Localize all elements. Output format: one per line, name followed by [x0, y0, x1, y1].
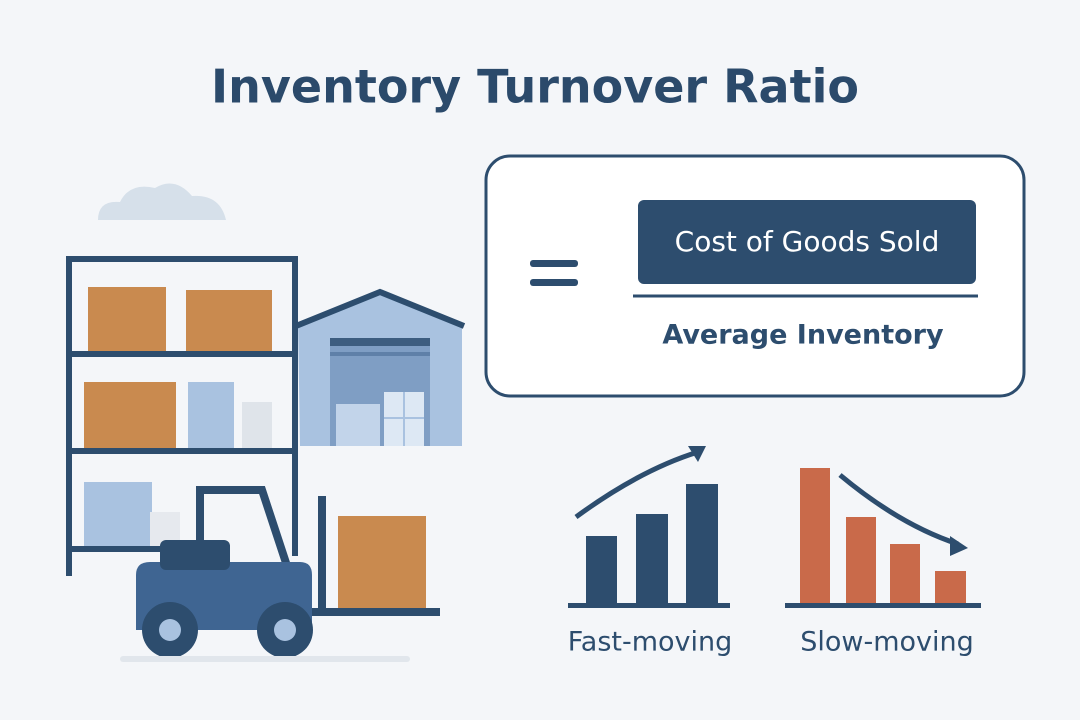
denominator: Average Inventory	[662, 320, 944, 351]
forklift	[120, 486, 440, 662]
cloud	[98, 183, 226, 220]
numerator: Cost of Goods Sold	[675, 225, 940, 258]
numerator-box	[638, 200, 976, 284]
equals-sign	[530, 260, 578, 267]
example-label: Slow-moving	[800, 627, 974, 658]
shelf	[66, 256, 298, 576]
slow-moving-icon	[785, 468, 981, 608]
warehouse	[294, 288, 466, 446]
formula: Cost of Goods Sold Average Inventory	[484, 154, 1026, 398]
equals-sign	[530, 279, 578, 286]
example-label: Fast-moving	[568, 627, 733, 658]
fast-moving-icon	[568, 446, 730, 608]
title: Inventory Turnover Ratio	[211, 60, 859, 114]
